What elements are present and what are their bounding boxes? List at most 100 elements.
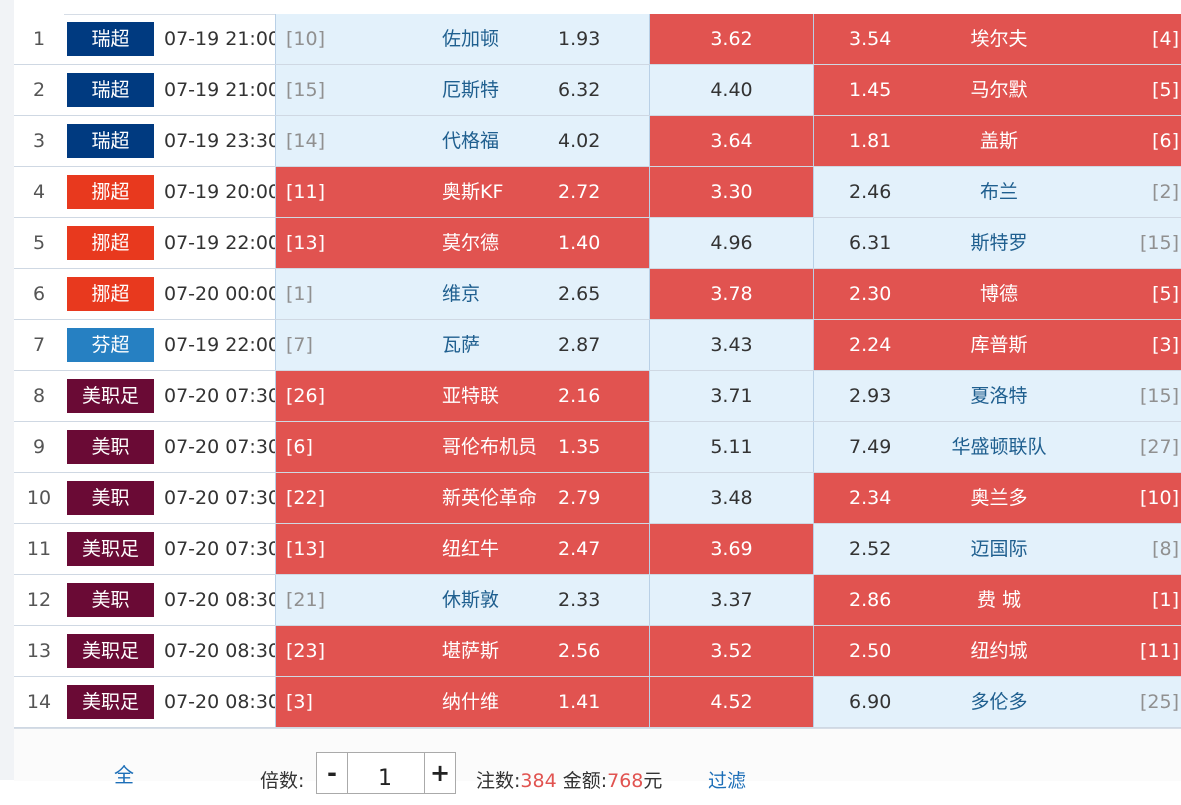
away-odds: 1.45 [849,79,892,101]
league-badge[interactable]: 挪超 [67,226,154,260]
league-badge[interactable]: 美职 [67,430,154,464]
league-cell: 挪超 [67,218,155,268]
bet-footer: 全 倍数: - 1 + 注数:384 金额:768元 过滤 [14,728,1181,794]
draw-option[interactable]: 5.11 [650,422,813,472]
draw-option[interactable]: 4.40 [650,65,813,115]
away-option[interactable]: 2.34 奥兰多 [10] [814,473,1181,523]
league-badge[interactable]: 美职足 [67,532,154,566]
away-option[interactable]: 2.52 迈国际 [8] [814,524,1181,574]
away-odds: 7.49 [849,436,892,458]
draw-odds: 3.69 [710,538,753,560]
draw-option[interactable]: 3.69 [650,524,813,574]
multiplier-input[interactable]: 1 [378,766,392,791]
home-team: 堪萨斯 [442,640,500,662]
draw-odds: 4.40 [710,79,753,101]
away-odds: 2.30 [849,283,892,305]
decrease-button[interactable]: - [317,753,348,793]
column-divider [275,422,276,472]
draw-option[interactable]: 3.71 [650,371,813,421]
draw-option[interactable]: 3.52 [650,626,813,676]
away-option[interactable]: 2.30 博德 [5] [814,269,1181,319]
home-option[interactable]: [11] 奥斯KF 2.72 [276,167,649,217]
home-option[interactable]: [13] 纽红牛 2.47 [276,524,649,574]
match-time: 07-20 07:30 [164,487,281,509]
home-option[interactable]: [23] 堪萨斯 2.56 [276,626,649,676]
increase-button[interactable]: + [424,753,455,793]
league-badge[interactable]: 瑞超 [67,22,154,56]
league-cell: 瑞超 [67,65,155,115]
away-option[interactable]: 1.81 盖斯 [6] [814,116,1181,166]
column-divider [649,677,650,727]
draw-option[interactable]: 3.37 [650,575,813,625]
league-badge[interactable]: 美职足 [67,634,154,668]
away-rank: [10] [1139,487,1179,509]
home-option[interactable]: [7] 瓦萨 2.87 [276,320,649,370]
league-badge[interactable]: 挪超 [67,175,154,209]
home-team: 瓦萨 [442,334,481,356]
league-badge[interactable]: 挪超 [67,277,154,311]
column-divider [649,626,650,676]
draw-option[interactable]: 3.62 [650,14,813,64]
home-odds: 4.02 [558,130,601,152]
away-option[interactable]: 2.50 纽约城 [11] [814,626,1181,676]
home-option[interactable]: [6] 哥伦布机员 1.35 [276,422,649,472]
away-option[interactable]: 6.90 多伦多 [25] [814,677,1181,727]
league-badge[interactable]: 瑞超 [67,73,154,107]
home-team: 代格福 [442,130,500,152]
league-badge[interactable]: 芬超 [67,328,154,362]
row-index: 10 [14,473,64,523]
away-option[interactable]: 2.24 库普斯 [3] [814,320,1181,370]
league-badge[interactable]: 美职 [67,583,154,617]
home-rank: [21] [286,589,326,611]
home-rank: [13] [286,538,326,560]
away-option[interactable]: 2.86 费 城 [1] [814,575,1181,625]
select-all-button[interactable]: 全 [114,763,134,787]
home-odds: 2.87 [558,334,601,356]
match-row: 3 瑞超 07-19 23:30 [14] 代格福 4.02 3.64 1.81 盖斯 [6] [14,116,1181,167]
draw-option[interactable]: 3.43 [650,320,813,370]
column-divider [813,320,814,370]
draw-odds: 3.48 [710,487,753,509]
league-badge[interactable]: 瑞超 [67,124,154,158]
away-option[interactable]: 7.49 华盛顿联队 [27] [814,422,1181,472]
home-option[interactable]: [21] 休斯敦 2.33 [276,575,649,625]
home-option[interactable]: [3] 纳什维 1.41 [276,677,649,727]
away-option[interactable]: 2.93 夏洛特 [15] [814,371,1181,421]
home-option[interactable]: [13] 莫尔德 1.40 [276,218,649,268]
home-option[interactable]: [1] 维京 2.65 [276,269,649,319]
away-rank: [5] [1152,79,1179,101]
draw-option[interactable]: 4.96 [650,218,813,268]
home-odds: 2.33 [558,589,601,611]
league-badge[interactable]: 美职足 [67,379,154,413]
league-badge[interactable]: 美职 [67,481,154,515]
draw-option[interactable]: 3.78 [650,269,813,319]
home-option[interactable]: [14] 代格福 4.02 [276,116,649,166]
column-divider [649,14,650,64]
draw-option[interactable]: 4.52 [650,677,813,727]
home-rank: [10] [286,28,326,50]
away-option[interactable]: 6.31 斯特罗 [15] [814,218,1181,268]
draw-option[interactable]: 3.30 [650,167,813,217]
home-team: 佐加顿 [442,28,500,50]
away-team: 盖斯 [979,130,1018,152]
league-cell: 美职足 [67,524,155,574]
draw-odds: 3.30 [710,181,753,203]
draw-option[interactable]: 3.48 [650,473,813,523]
draw-option[interactable]: 3.64 [650,116,813,166]
column-divider [275,218,276,268]
league-cell: 美职足 [67,677,155,727]
away-option[interactable]: 1.45 马尔默 [5] [814,65,1181,115]
away-option[interactable]: 2.46 布兰 [2] [814,167,1181,217]
column-divider [275,14,276,64]
away-option[interactable]: 3.54 埃尔夫 [4] [814,14,1181,64]
home-option[interactable]: [15] 厄斯特 6.32 [276,65,649,115]
home-odds: 2.65 [558,283,601,305]
league-badge[interactable]: 美职足 [67,685,154,719]
home-odds: 1.93 [558,28,601,50]
match-time: 07-19 21:00 [164,79,281,101]
home-option[interactable]: [22] 新英伦革命 2.79 [276,473,649,523]
column-divider [649,167,650,217]
home-option[interactable]: [10] 佐加顿 1.93 [276,14,649,64]
home-option[interactable]: [26] 亚特联 2.16 [276,371,649,421]
column-divider [649,473,650,523]
